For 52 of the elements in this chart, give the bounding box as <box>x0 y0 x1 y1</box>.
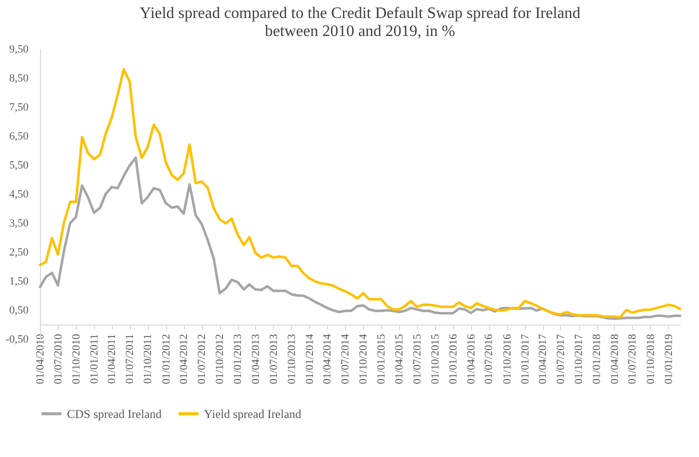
x-tick-label: 01/07/2012 <box>196 334 208 384</box>
x-tick-label: 01/10/2018 <box>644 334 657 384</box>
x-tick-label: 01/04/2015 <box>393 334 406 384</box>
x-tick-label: 01/07/2018 <box>626 334 639 384</box>
x-tick-label: 01/01/2011 <box>88 334 101 384</box>
x-tick-label: 01/10/2015 <box>429 334 442 384</box>
line-series <box>38 156 682 320</box>
x-tick-label: 01/10/2011 <box>142 334 154 384</box>
legend-label: Yield spread Ireland <box>204 406 302 421</box>
x-tick-label: 01/07/2010 <box>52 334 64 384</box>
y-tick-label: 8,50 <box>9 72 29 84</box>
x-tick-label: 01/04/2014 <box>322 334 334 384</box>
line-series <box>38 68 682 318</box>
x-tick-label: 01/10/2016 <box>501 334 514 384</box>
x-tick-label: 01/07/2011 <box>124 334 136 384</box>
x-tick-label: 01/04/2017 <box>537 334 550 384</box>
x-tick-label: 01/01/2019 <box>662 334 675 384</box>
x-tick-label: 01/01/2018 <box>591 334 604 384</box>
y-tick-label: 3,50 <box>9 218 29 230</box>
x-tick-label: 01/07/2016 <box>483 334 496 384</box>
x-tick-label: 01/01/2016 <box>447 334 460 384</box>
x-tick-label: 01/01/2015 <box>376 334 388 384</box>
x-tick-label: 01/10/2014 <box>358 334 370 384</box>
x-tick-label: 01/07/2014 <box>340 334 352 384</box>
y-tick-label: 0,50 <box>9 304 29 316</box>
y-tick-label: 6,50 <box>9 130 29 142</box>
x-tick-label: 01/01/2013 <box>232 334 244 384</box>
x-tick-label: 01/04/2011 <box>106 334 118 384</box>
x-tick-label: 01/04/2012 <box>178 334 190 384</box>
y-tick-label: 7,50 <box>9 102 29 114</box>
x-tick-label: 01/04/2013 <box>250 334 262 384</box>
x-tick-label: 01/10/2012 <box>214 334 226 384</box>
x-tick-label: 01/04/2010 <box>34 334 46 384</box>
chart-title: Yield spread compared to the Credit Default Swap spread for Ireland between 2010 and 2019, in % <box>140 5 580 40</box>
y-tick-label: 2,50 <box>9 246 29 258</box>
x-tick-label: 01/07/2017 <box>554 334 567 384</box>
x-tick-label: 01/07/2015 <box>411 334 424 384</box>
x-tick-label: 01/04/2018 <box>608 334 621 384</box>
legend-label: CDS spread Ireland <box>67 406 162 421</box>
x-tick-label: 01/07/2013 <box>268 334 280 384</box>
x-tick-label: 01/10/2013 <box>286 334 298 384</box>
x-tick-label: 01/04/2016 <box>465 334 478 384</box>
y-tick-label: 1,50 <box>9 276 29 288</box>
x-tick-label: 01/10/2017 <box>573 334 586 384</box>
x-tick-label: 01/01/2012 <box>160 334 172 384</box>
y-tick-label: 4,50 <box>9 188 29 200</box>
y-tick-label: 5,50 <box>9 160 29 172</box>
y-tick-label: -0,50 <box>6 334 29 346</box>
y-tick-label: 9,50 <box>9 44 29 56</box>
x-tick-label: 01/10/2010 <box>70 334 82 384</box>
x-tick-label: 01/01/2014 <box>304 334 316 384</box>
x-tick-label: 01/01/2017 <box>519 334 532 384</box>
